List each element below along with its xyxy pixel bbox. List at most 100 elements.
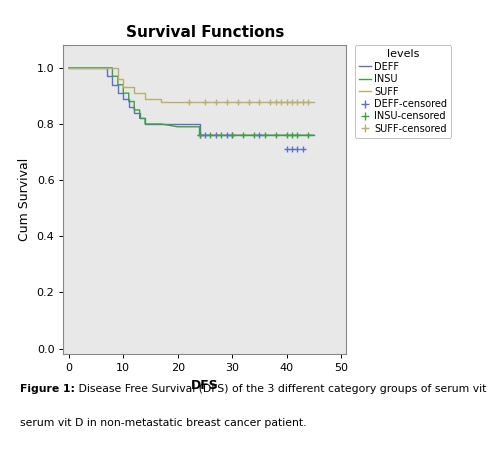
INSU xyxy=(311,133,317,138)
SUFF xyxy=(131,85,137,90)
DEFF-censored xyxy=(229,133,235,138)
INSU-censored xyxy=(305,133,311,138)
Text: serum vit D in non-metastatic breast cancer patient.: serum vit D in non-metastatic breast can… xyxy=(20,418,306,428)
Legend: DEFF, INSU, SUFF, DEFF-censored, INSU-censored, SUFF-censored: DEFF, INSU, SUFF, DEFF-censored, INSU-ce… xyxy=(355,45,451,138)
SUFF xyxy=(142,90,148,96)
SUFF xyxy=(66,65,72,70)
INSU xyxy=(137,107,142,113)
INSU-censored xyxy=(197,133,203,138)
SUFF-censored xyxy=(300,99,306,104)
DEFF-censored xyxy=(300,147,306,152)
INSU xyxy=(66,65,72,70)
SUFF-censored xyxy=(273,99,279,104)
DEFF-censored xyxy=(213,133,219,138)
DEFF xyxy=(131,104,137,110)
INSU-censored xyxy=(218,133,224,138)
INSU-censored xyxy=(284,133,289,138)
Text: Disease Free Survival (DFS) of the 3 different category groups of serum vit D in: Disease Free Survival (DFS) of the 3 dif… xyxy=(75,384,488,394)
DEFF xyxy=(66,65,72,70)
SUFF xyxy=(311,99,317,104)
SUFF xyxy=(115,76,121,82)
INSU-censored xyxy=(251,133,257,138)
DEFF xyxy=(109,82,115,88)
Title: Survival Functions: Survival Functions xyxy=(126,25,284,40)
INSU xyxy=(197,124,203,129)
Line: DEFF: DEFF xyxy=(69,68,314,135)
INSU-censored xyxy=(273,133,279,138)
DEFF xyxy=(121,90,126,96)
SUFF-censored xyxy=(289,99,295,104)
DEFF-censored xyxy=(295,147,301,152)
INSU xyxy=(109,65,115,70)
INSU xyxy=(115,74,121,79)
SUFF-censored xyxy=(235,99,241,104)
INSU xyxy=(131,107,137,113)
SUFF-censored xyxy=(202,99,208,104)
DEFF xyxy=(137,110,142,115)
INSU xyxy=(137,116,142,121)
DEFF xyxy=(126,104,132,110)
Y-axis label: Cum Survival: Cum Survival xyxy=(18,158,31,242)
SUFF-censored xyxy=(278,99,284,104)
SUFF xyxy=(175,99,181,104)
SUFF xyxy=(121,76,126,82)
INSU-censored xyxy=(295,133,301,138)
INSU xyxy=(126,90,132,96)
DEFF xyxy=(121,96,126,101)
DEFF xyxy=(109,74,115,79)
INSU xyxy=(147,121,153,127)
SUFF xyxy=(115,65,121,70)
INSU xyxy=(175,124,181,129)
INSU xyxy=(121,90,126,96)
INSU xyxy=(115,82,121,88)
DEFF xyxy=(104,65,110,70)
Line: DEFF-censored: DEFF-censored xyxy=(196,132,306,153)
DEFF xyxy=(115,90,121,96)
SUFF-censored xyxy=(305,99,311,104)
INSU xyxy=(109,74,115,79)
INSU xyxy=(197,133,203,138)
INSU-censored xyxy=(240,133,246,138)
Line: INSU: INSU xyxy=(69,68,314,135)
Line: INSU-censored: INSU-censored xyxy=(196,132,312,138)
DEFF xyxy=(137,116,142,121)
DEFF xyxy=(147,121,153,127)
INSU xyxy=(142,121,148,127)
SUFF-censored xyxy=(224,99,230,104)
INSU xyxy=(131,99,137,104)
INSU xyxy=(121,82,126,88)
DEFF-censored xyxy=(257,133,263,138)
INSU-censored xyxy=(229,133,235,138)
SUFF-censored xyxy=(186,99,192,104)
SUFF-censored xyxy=(267,99,273,104)
DEFF xyxy=(197,121,203,127)
SUFF xyxy=(159,99,164,104)
SUFF xyxy=(121,85,126,90)
Text: Figure 1:: Figure 1: xyxy=(20,384,75,394)
INSU-censored xyxy=(262,133,268,138)
DEFF-censored xyxy=(202,133,208,138)
SUFF xyxy=(142,96,148,101)
INSU-censored xyxy=(207,133,213,138)
INSU xyxy=(142,116,148,121)
DEFF xyxy=(197,133,203,138)
DEFF xyxy=(142,116,148,121)
DEFF xyxy=(131,110,137,115)
DEFF xyxy=(175,121,181,127)
SUFF xyxy=(159,96,164,101)
INSU xyxy=(159,121,164,127)
DEFF-censored xyxy=(197,133,203,138)
DEFF-censored xyxy=(224,133,230,138)
Line: SUFF-censored: SUFF-censored xyxy=(185,98,312,105)
SUFF xyxy=(131,90,137,96)
DEFF xyxy=(311,133,317,138)
DEFF-censored xyxy=(289,147,295,152)
DEFF xyxy=(115,82,121,88)
DEFF xyxy=(142,121,148,127)
INSU-censored xyxy=(289,133,295,138)
SUFF-censored xyxy=(245,99,251,104)
SUFF-censored xyxy=(213,99,219,104)
SUFF-censored xyxy=(284,99,289,104)
DEFF xyxy=(126,96,132,101)
X-axis label: DFS: DFS xyxy=(191,379,219,392)
